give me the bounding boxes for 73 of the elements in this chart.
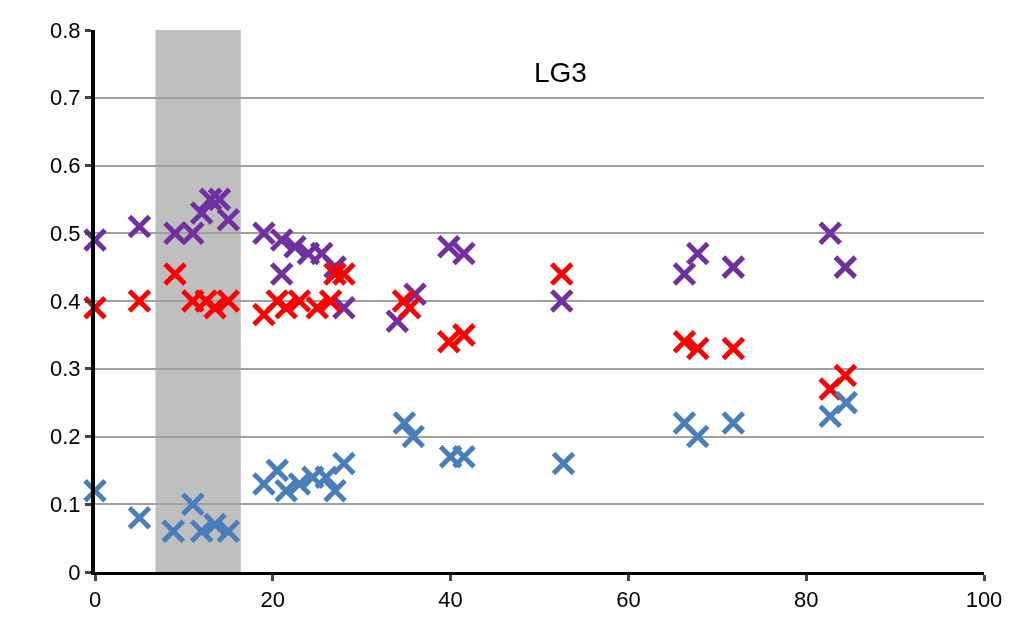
point [400,424,426,449]
point [251,220,277,246]
x-tick-label: 0 [88,587,102,613]
point [82,478,108,504]
x-tick-label: 60 [616,587,641,613]
point [251,302,277,328]
point [685,335,711,361]
point [685,424,711,449]
point [391,410,417,436]
point [451,241,477,267]
y-tick-label: 0.5 [50,220,81,246]
point [720,254,746,280]
y-tick-label: 0.4 [50,288,81,314]
point [817,403,843,429]
y-tick-label: 0.2 [50,424,81,450]
text: LG3 [533,57,587,88]
point [551,451,576,477]
point [331,451,357,477]
y-tick-label: 0.8 [50,17,81,43]
point [832,363,858,389]
point [202,512,228,538]
point [206,186,232,212]
point [817,376,843,402]
point [189,200,215,226]
point [180,491,206,517]
point [269,261,295,287]
point [671,329,697,355]
point [322,478,348,504]
x-tick-label: 40 [438,587,463,613]
point [318,288,344,314]
point [82,227,108,253]
point [269,227,295,253]
point [198,186,224,212]
x-tick-label: 20 [260,587,286,613]
point [817,220,843,246]
point [451,322,477,348]
point [720,410,746,436]
x-tick-label: 80 [793,587,819,613]
point [162,261,188,287]
point [397,295,423,321]
y-tick-label: 0.6 [50,153,81,179]
point [832,254,858,280]
point [160,518,186,544]
y-tick-label: 0.1 [50,491,81,517]
point [720,335,746,361]
point [282,234,308,260]
point [331,261,357,287]
point [671,410,697,436]
point [273,295,299,321]
point [549,288,575,314]
point [126,505,152,531]
point [202,295,228,321]
point [126,288,152,314]
point [549,261,575,287]
point [390,288,416,314]
point [322,261,348,287]
point [304,295,330,321]
y-tick-label: 0 [68,559,81,585]
point [273,478,299,504]
point [126,213,152,239]
point [436,234,462,260]
point [82,295,108,321]
point [251,471,277,497]
y-tick-label: 0.7 [50,85,81,111]
point [264,457,290,483]
y-tick-label: 0.3 [50,356,81,382]
point [671,261,697,287]
point [833,390,859,416]
point [215,207,241,233]
point [685,241,711,267]
point [436,329,462,355]
x-tick-label: 100 [965,587,1003,613]
point [286,471,312,497]
